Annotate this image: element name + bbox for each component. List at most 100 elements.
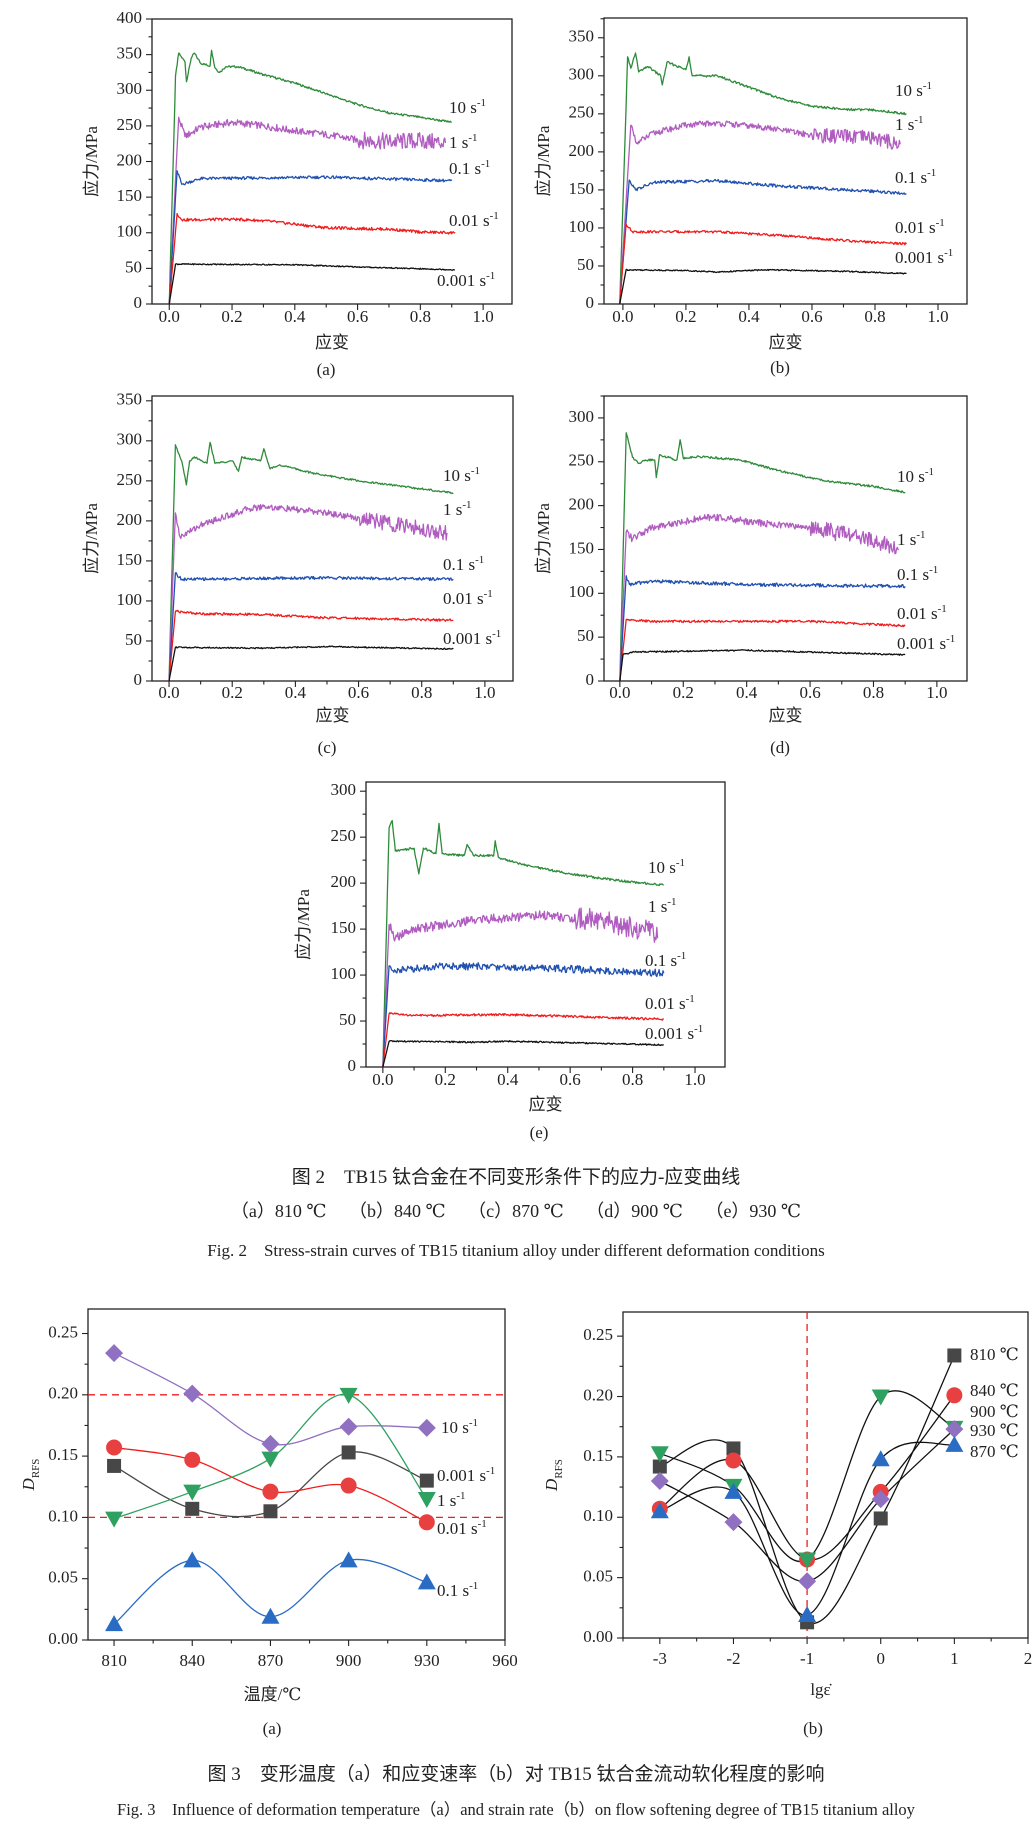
x-tick-label: 2	[1024, 1649, 1032, 1668]
stress-strain-curve	[619, 618, 906, 681]
stress-strain-curve	[168, 572, 454, 681]
series-label-exponent: -1	[914, 114, 923, 126]
y-tick-label: 50	[577, 626, 594, 645]
y-tick-label: 100	[569, 217, 595, 236]
stress-strain-curve	[168, 645, 454, 681]
y-tick-label: 0	[586, 670, 595, 689]
y-tick-label: 400	[117, 8, 143, 27]
x-tick-label: 870	[258, 1651, 284, 1670]
series-label-text: 0.1 s	[443, 555, 475, 574]
series-label-text: 0.01 s	[443, 589, 484, 608]
y-axis-title-subscript: RFS	[30, 1459, 42, 1479]
stress-strain-curve	[168, 170, 453, 304]
stress-strain-curve	[382, 819, 664, 1067]
series-label-exponent: -1	[475, 554, 484, 566]
x-tick-label: 0.0	[158, 683, 179, 702]
series-label: 0.001 s-1	[645, 1023, 703, 1043]
series-label-exponent: -1	[694, 1023, 703, 1035]
y-tick-label: 250	[569, 103, 595, 122]
series-label-exponent: -1	[929, 564, 938, 576]
series-label: 0.01 s-1	[437, 1518, 487, 1538]
x-axis-title: lgε̇	[810, 1680, 831, 1699]
series-label: 900 ℃	[970, 1402, 1019, 1421]
series-label: 0.001 s-1	[437, 270, 495, 290]
figure2-caption-cn: 图 2 TB15 钛合金在不同变形条件下的应力-应变曲线	[291, 1167, 741, 1188]
y-tick-label: 100	[117, 222, 143, 241]
series-label: 0.001 s-1	[897, 633, 955, 653]
series-label: 10 s-1	[449, 97, 486, 117]
x-tick-label: 0.4	[285, 683, 307, 702]
x-tick-label: 0.2	[673, 683, 694, 702]
y-tick-label: 0	[348, 1056, 357, 1075]
diamond-data-marker	[261, 1434, 280, 1453]
series-label: 0.1 s-1	[443, 554, 484, 574]
x-tick-label: 0.6	[801, 307, 822, 326]
series-label-exponent: -1	[471, 465, 480, 477]
y-tick-label: 200	[117, 150, 143, 169]
series-label-text: 0.001 s	[895, 248, 944, 267]
series-label: 1 s-1	[897, 529, 926, 549]
series-label-exponent: -1	[478, 1518, 487, 1530]
up-triangle-data-marker	[339, 1551, 358, 1568]
series-label-exponent: -1	[486, 270, 495, 282]
x-axis-title: 温度/℃	[244, 1685, 302, 1704]
series-label-text: 10 s	[895, 81, 923, 100]
stress-strain-curve	[382, 961, 665, 1067]
y-axis-title: 应力/MPa	[82, 503, 101, 574]
figure2-caption-en: Fig. 2 Stress-strain curves of TB15 tita…	[207, 1241, 825, 1260]
circle-data-marker	[106, 1439, 123, 1456]
series-label-text: 0.1 s	[897, 565, 929, 584]
y-tick-label: 150	[331, 918, 357, 937]
stress-strain-curve	[619, 223, 908, 304]
series-label: 0.1 s-1	[645, 950, 686, 970]
x-tick-label: 0.0	[609, 683, 630, 702]
series-label-text: 10 s	[648, 858, 676, 877]
y-axis-title: 应力/MPa	[82, 126, 101, 197]
stress-strain-curve	[619, 432, 906, 681]
stress-strain-curve	[619, 120, 901, 304]
series-label: 0.1 s-1	[449, 158, 490, 178]
x-tick-label: 0.2	[221, 307, 242, 326]
series-label-exponent: -1	[944, 247, 953, 259]
series-label-exponent: -1	[486, 1465, 495, 1477]
series-label-exponent: -1	[925, 466, 934, 478]
x-axis-title: 应变	[315, 333, 349, 352]
series-label: 1 s-1	[443, 499, 472, 519]
series-label: 1 s-1	[648, 896, 677, 916]
up-triangle-data-marker	[798, 1606, 817, 1623]
series-label-text: 0.1 s	[645, 951, 677, 970]
stress-strain-curve	[168, 116, 447, 304]
series-label: 0.1 s-1	[895, 167, 936, 187]
y-axis-title: 应力/MPa	[534, 503, 553, 574]
plot-frame	[365, 781, 726, 1068]
y-tick-label: 0	[134, 293, 143, 312]
x-tick-label: 840	[180, 1651, 206, 1670]
x-tick-label: 0.8	[864, 307, 885, 326]
plot-frame	[87, 1308, 506, 1641]
y-tick-label: 200	[569, 495, 595, 514]
y-tick-label: 0.05	[48, 1568, 78, 1587]
y-tick-label: 50	[339, 1010, 356, 1029]
chart-panel-f3b: -3 -2 -1 0 1 2 0.00 0.05 0.10 0.15 0.20 0.25 lgε̇ DRF…	[542, 1311, 1032, 1738]
diamond-data-marker	[183, 1384, 202, 1403]
down-triangle-data-marker	[339, 1387, 358, 1404]
y-tick-label: 0	[134, 670, 143, 689]
series-label-text: 0.01 s	[897, 604, 938, 623]
up-triangle-data-marker	[650, 1502, 669, 1519]
diamond-data-marker	[339, 1417, 358, 1436]
y-tick-label: 300	[117, 430, 143, 449]
diamond-data-marker	[945, 1420, 964, 1439]
series-label-exponent: -1	[946, 633, 955, 645]
diamond-data-marker	[105, 1344, 124, 1363]
x-tick-label: 0.8	[622, 1070, 643, 1089]
x-axis-title: 应变	[316, 706, 350, 725]
stress-strain-curve	[382, 1039, 664, 1067]
series-label-text: 10 s	[897, 467, 925, 486]
series-label-exponent: -1	[456, 1490, 465, 1502]
figure2-caption-subpanels: （a）810 ℃ （b）840 ℃ （c）870 ℃ （d）900 ℃ （e）9…	[230, 1201, 802, 1221]
series-label: 10 s-1	[897, 466, 934, 486]
diamond-data-marker	[724, 1513, 743, 1532]
up-triangle-data-marker	[105, 1615, 124, 1632]
plot-frame	[603, 17, 968, 305]
